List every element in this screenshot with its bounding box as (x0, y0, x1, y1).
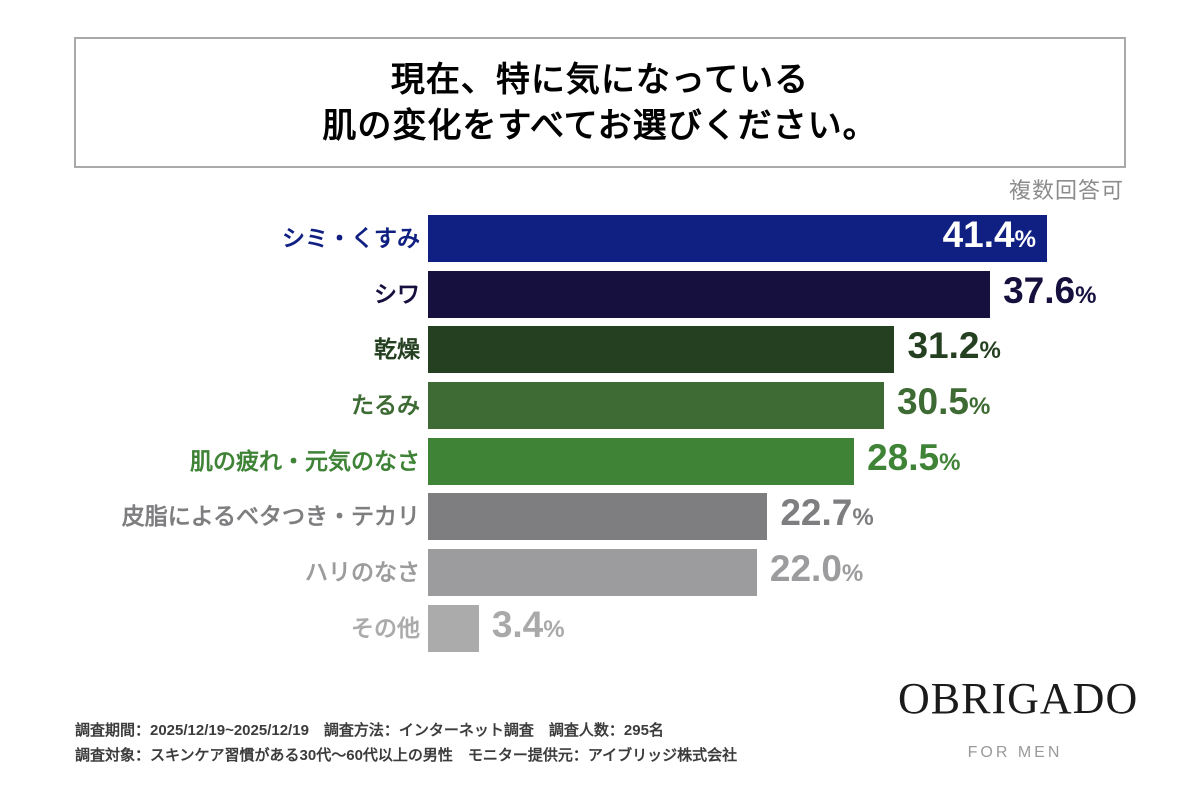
bar-label: 乾燥 (374, 336, 420, 363)
chart-title-line1: 現在、特に気になっている (390, 60, 810, 99)
bar-value-percent-sign: % (1014, 226, 1036, 253)
bar-value-percent-sign: % (1075, 281, 1097, 309)
bar-value-number: 41.4 (942, 214, 1015, 255)
bar-chart: シミ・くすみ 41.4% シワ 37.6% 乾燥 31.2% たるみ 30.5%… (0, 214, 1200, 661)
bar-value: 41.4% (943, 211, 1047, 266)
brand-logo: OBRIGADO FOR MEN (898, 674, 1139, 762)
bar (428, 437, 855, 485)
bar-label: 皮脂によるベタつき・テカリ (121, 503, 420, 530)
bar-row: 皮脂によるベタつき・テカリ 22.7% (0, 492, 1200, 541)
bar (428, 382, 884, 430)
bar (428, 493, 768, 541)
survey-details-line1: 調査期間：2025/12/19~2025/12/19 調査方法：インターネット調… (75, 722, 664, 739)
bar-track: 28.5% (428, 437, 1200, 485)
bar: 41.4% (428, 214, 1047, 262)
survey-details-line2: 調査対象：スキンケア習慣がある30代〜60代以上の男性 モニター提供元：アイブリ… (75, 747, 738, 764)
bar-track: 30.5% (428, 381, 1200, 430)
bar-value-percent-sign: % (939, 448, 961, 476)
bar (428, 604, 479, 652)
brand-tagline: FOR MEN (967, 744, 1063, 761)
bar-row: たるみ 30.5% (0, 381, 1200, 430)
multiple-answers-note: 複数回答可 (1008, 178, 1124, 203)
bar (428, 270, 991, 318)
title-box: 現在、特に気になっている 肌の変化をすべてお選びください。 (74, 37, 1126, 168)
bar-value: 22.0% (770, 545, 863, 600)
chart-title-line2: 肌の変化をすべてお選びください。 (322, 106, 878, 145)
bar-value: 37.6% (1003, 267, 1096, 322)
bar-value: 28.5% (867, 434, 960, 489)
bar-value-percent-sign: % (543, 615, 565, 643)
bar-row: 肌の疲れ・元気のなさ 28.5% (0, 437, 1200, 485)
bar-label: たるみ (351, 392, 420, 419)
bar-track: 22.7% (428, 492, 1200, 541)
bar-track: 3.4% (428, 604, 1200, 652)
bar-value-number: 22.7 (780, 492, 853, 534)
bar-value-number: 31.2 (907, 325, 980, 367)
bar-value-percent-sign: % (852, 504, 874, 532)
bar (428, 326, 895, 374)
bar-value-percent-sign: % (968, 393, 991, 421)
bar-row: 乾燥 31.2% (0, 325, 1200, 374)
bar-value-number: 37.6 (1003, 269, 1076, 311)
bar-value-number: 30.5 (896, 381, 969, 423)
bar-value-number: 28.5 (867, 436, 940, 478)
bar-label: シワ (374, 280, 420, 307)
survey-details: 調査期間：2025/12/19~2025/12/19 調査方法：インターネット調… (75, 718, 737, 768)
bar-track: 22.0% (428, 548, 1200, 597)
bar-track: 31.2% (428, 325, 1200, 374)
bar-label: ハリのなさ (305, 559, 420, 586)
bar-value-number: 22.0 (769, 548, 842, 590)
bar-value: 30.5% (897, 378, 990, 433)
bar-value: 31.2% (907, 322, 1000, 377)
bar-label: その他 (351, 614, 420, 641)
bar (428, 549, 757, 597)
bar-value-number: 3.4 (491, 603, 544, 645)
bar-value: 3.4% (492, 601, 565, 656)
bar-row: シミ・くすみ 41.4% (0, 214, 1200, 262)
bar-track: 37.6% (428, 270, 1200, 318)
bar-label: シミ・くすみ (282, 225, 420, 251)
bar-value-percent-sign: % (841, 560, 864, 588)
bar-value-percent-sign: % (979, 337, 1001, 365)
bar-track: 41.4% (428, 214, 1200, 262)
bar-row: その他 3.4% (0, 604, 1200, 652)
bar-value: 22.7% (780, 489, 873, 544)
bar-label: 肌の疲れ・元気のなさ (190, 447, 420, 474)
bar-row: ハリのなさ 22.0% (0, 548, 1200, 597)
bar-row: シワ 37.6% (0, 270, 1200, 318)
brand-name: OBRIGADO (898, 674, 1139, 723)
